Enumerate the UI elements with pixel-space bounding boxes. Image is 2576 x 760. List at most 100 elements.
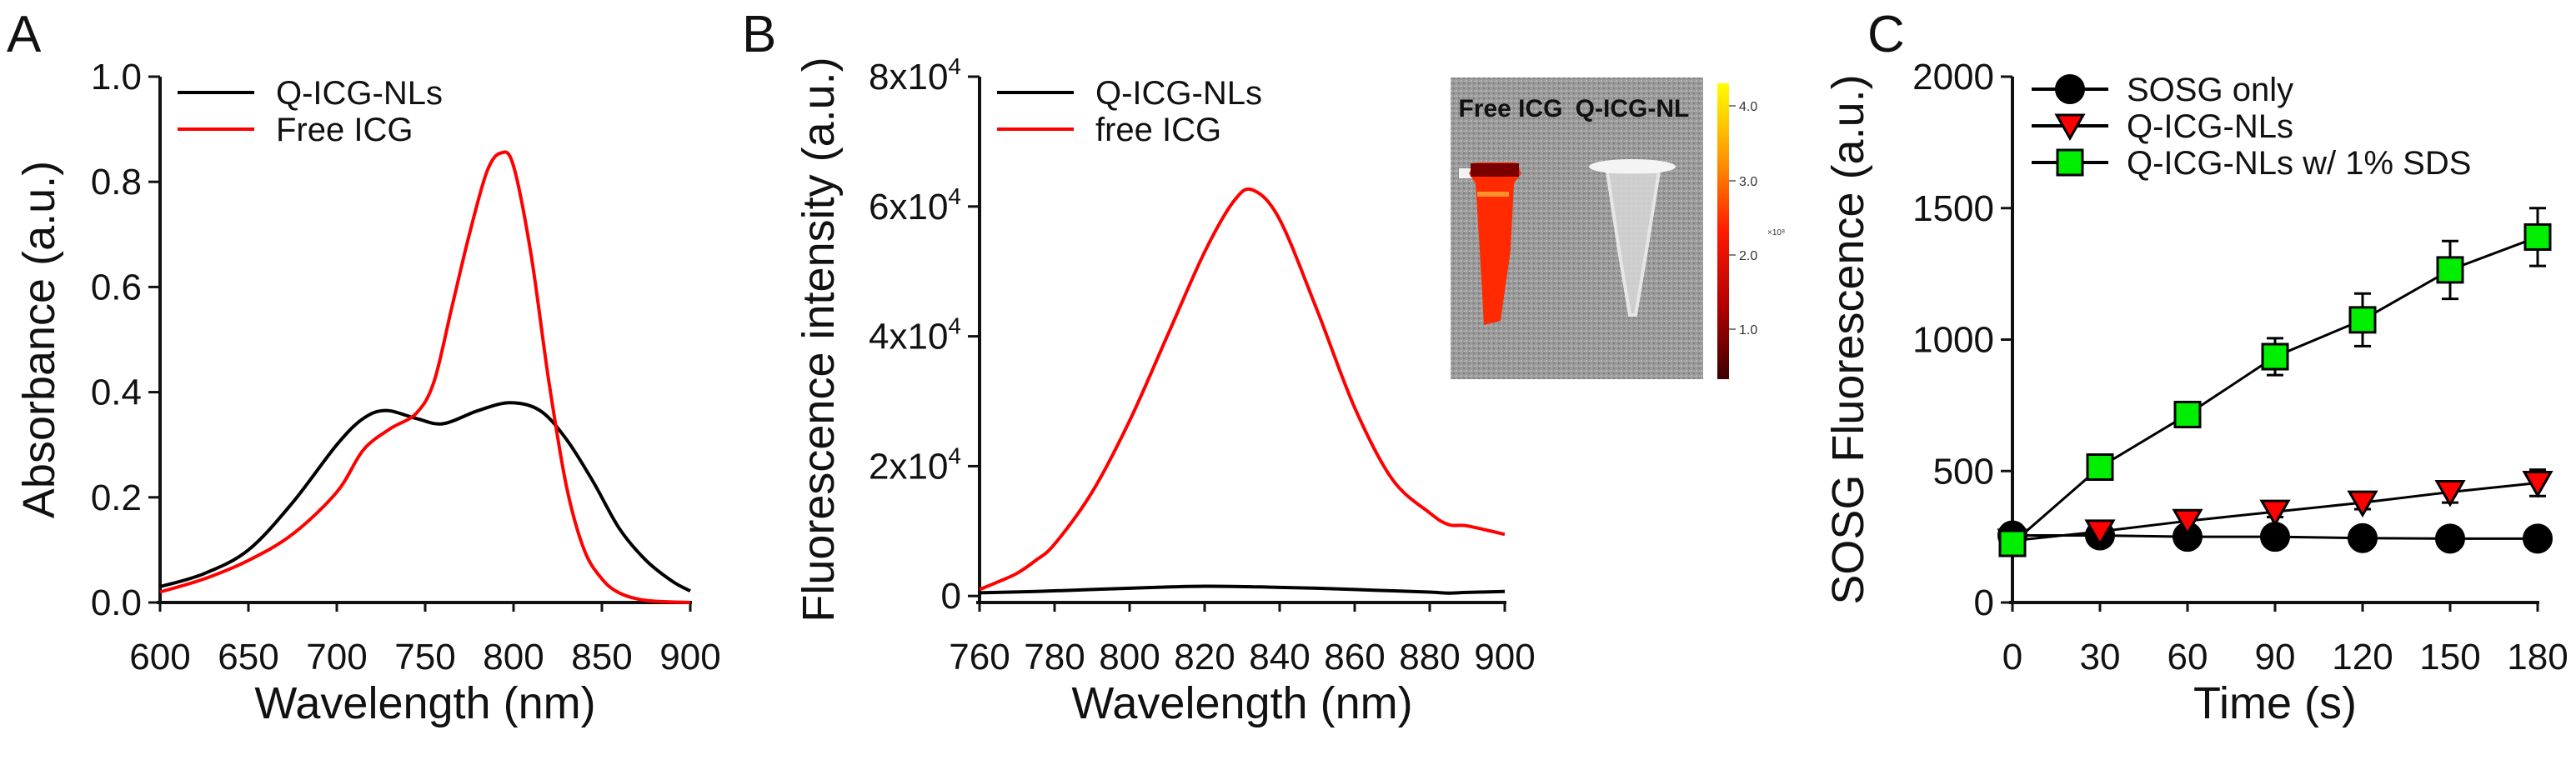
x-tick-label: 90 xyxy=(2255,637,2296,678)
y-tick-label: 0.6 xyxy=(91,267,142,308)
y-tick-exponent: 4 xyxy=(948,183,961,209)
data-point-marker xyxy=(2523,222,2552,251)
series-line xyxy=(979,187,1506,592)
x-tick-label: 120 xyxy=(2332,637,2393,678)
data-point-marker xyxy=(2173,400,2202,428)
x-axis-title: Wavelength (nm) xyxy=(254,678,595,728)
legend-marker xyxy=(2056,148,2084,177)
y-tick-label: 2x104 xyxy=(869,442,961,487)
series-free-icg xyxy=(159,150,691,604)
x-axis-title: Wavelength (nm) xyxy=(1071,678,1412,728)
x-tick-label: 760 xyxy=(949,637,1010,678)
x-tick-label: 880 xyxy=(1399,637,1460,678)
y-tick-label: 1000 xyxy=(1912,320,1994,361)
series-q-icg-nls xyxy=(159,401,691,592)
series-line xyxy=(159,401,691,592)
panel-label-a: A xyxy=(7,6,42,63)
y-tick-label: 1.0 xyxy=(91,57,142,98)
x-tick-label: 180 xyxy=(2507,637,2568,678)
inset-fluorescence-image: Free ICG Q-ICG-NL 4.0 3.0 2.0 1.0 ×10⁸ xyxy=(1451,78,1785,379)
y-tick-label: 0.4 xyxy=(91,372,142,413)
x-tick-label: 600 xyxy=(129,637,190,678)
y-tick-label: 0.2 xyxy=(91,478,142,518)
colorbar-tick-label: 3.0 xyxy=(1739,175,1757,189)
y-tick-exponent: 4 xyxy=(948,442,961,468)
data-point-marker xyxy=(2347,490,2378,518)
panel-a-absorbance-chart: 600 650 700 750 800 850 900 0.0 0.2 0.4 0.6 0.8 1.0 W… xyxy=(14,57,721,728)
x-tick-label: 840 xyxy=(1249,637,1310,678)
y-tick-base: 2x10 xyxy=(869,446,948,487)
data-point-marker xyxy=(2261,342,2289,371)
y-tick-base: 4x10 xyxy=(869,317,948,358)
legend-label: Q-ICG-NLs xyxy=(1095,75,1262,112)
y-axis-title: SOSG Fluorescence (a.u.) xyxy=(1823,74,1873,604)
inset-label-q-icg-nl: Q-ICG-NL xyxy=(1576,95,1690,122)
y-tick-label: 0.0 xyxy=(91,582,142,623)
clear-tube-icon xyxy=(1605,170,1661,317)
data-point-marker xyxy=(2436,256,2464,284)
x-tick-label: 780 xyxy=(1024,637,1085,678)
legend-label: free ICG xyxy=(1095,112,1221,148)
legend-marker xyxy=(2054,113,2086,142)
colorbar-tick-label: 2.0 xyxy=(1739,249,1757,263)
inset-label-free-icg: Free ICG xyxy=(1458,95,1562,122)
y-tick-label: 8x104 xyxy=(869,53,961,98)
data-point-marker xyxy=(2086,453,2114,482)
panel-b-fluorescence-chart: 760 780 800 820 840 860 880 90002x1044x1046x104… xyxy=(794,53,1785,728)
y-axis-title: Absorbance (a.u.) xyxy=(14,161,64,518)
x-tick-label: 30 xyxy=(2080,637,2121,678)
x-axis-title: Time (s) xyxy=(2193,678,2357,728)
x-tick-label: 150 xyxy=(2419,637,2480,678)
series-line xyxy=(979,584,1506,595)
data-point-marker xyxy=(2260,522,2290,552)
y-tick-exponent: 4 xyxy=(948,313,961,339)
legend-label: SOSG only xyxy=(2127,72,2293,108)
y-tick-base: 0 xyxy=(941,576,961,617)
y-tick-label: 2000 xyxy=(1912,57,1994,98)
x-tick-label: 0 xyxy=(2002,637,2022,678)
data-point-marker xyxy=(2172,508,2203,537)
legend-label: Free ICG xyxy=(276,112,413,148)
y-tick-label: 0.8 xyxy=(91,162,142,202)
panel-label-c: C xyxy=(1867,6,1905,63)
y-tick-label: 1500 xyxy=(1912,188,1994,229)
data-point-marker xyxy=(2084,519,2116,547)
colorbar xyxy=(1717,83,1729,379)
x-tick-label: 800 xyxy=(1099,637,1160,678)
x-tick-label: 900 xyxy=(659,637,720,678)
x-tick-label: 820 xyxy=(1174,637,1235,678)
y-tick-exponent: 4 xyxy=(948,53,961,79)
data-point-marker xyxy=(2435,523,2465,554)
x-tick-label: 850 xyxy=(571,637,632,678)
legend-label: Q-ICG-NLs xyxy=(276,75,443,112)
y-tick-label: 0 xyxy=(941,576,961,617)
panel-c-sosg-chart: 0 30 60 90 120 150 180 0 500 1000 1500 2000 Time (s)… xyxy=(1823,57,2568,728)
colorbar-tick-label: 4.0 xyxy=(1739,100,1757,114)
data-point-marker xyxy=(2434,479,2466,508)
data-point-marker xyxy=(2522,470,2553,498)
x-tick-label: 60 xyxy=(2168,637,2208,678)
y-axis-title: Fluorescence intensity (a.u.) xyxy=(794,57,844,622)
y-tick-base: 6x10 xyxy=(869,187,948,228)
legend-marker xyxy=(2055,74,2085,104)
x-tick-label: 860 xyxy=(1324,637,1385,678)
series-free-icg xyxy=(979,187,1506,592)
data-point-marker xyxy=(2348,522,2378,553)
series-q-icg-nls xyxy=(1997,468,2553,556)
legend-label: Q-ICG-NLs w/ 1% SDS xyxy=(2127,145,2471,182)
data-point-marker xyxy=(2523,523,2553,554)
colorbar-tick-label: 1.0 xyxy=(1739,323,1757,338)
series-line xyxy=(159,150,691,604)
x-tick-label: 900 xyxy=(1474,637,1535,678)
series-q-icg-nls-w-1-sds xyxy=(1998,207,2552,558)
red-tube-highlight xyxy=(1477,192,1509,197)
red-tube-top-icon xyxy=(1471,163,1519,177)
x-tick-label: 650 xyxy=(218,637,278,678)
data-point-marker xyxy=(2259,499,2291,528)
red-tube-icon xyxy=(1469,162,1521,325)
x-tick-label: 750 xyxy=(394,637,455,678)
y-tick-base: 8x10 xyxy=(869,57,948,98)
panel-label-b: B xyxy=(742,6,776,63)
y-tick-label: 6x104 xyxy=(869,183,961,228)
